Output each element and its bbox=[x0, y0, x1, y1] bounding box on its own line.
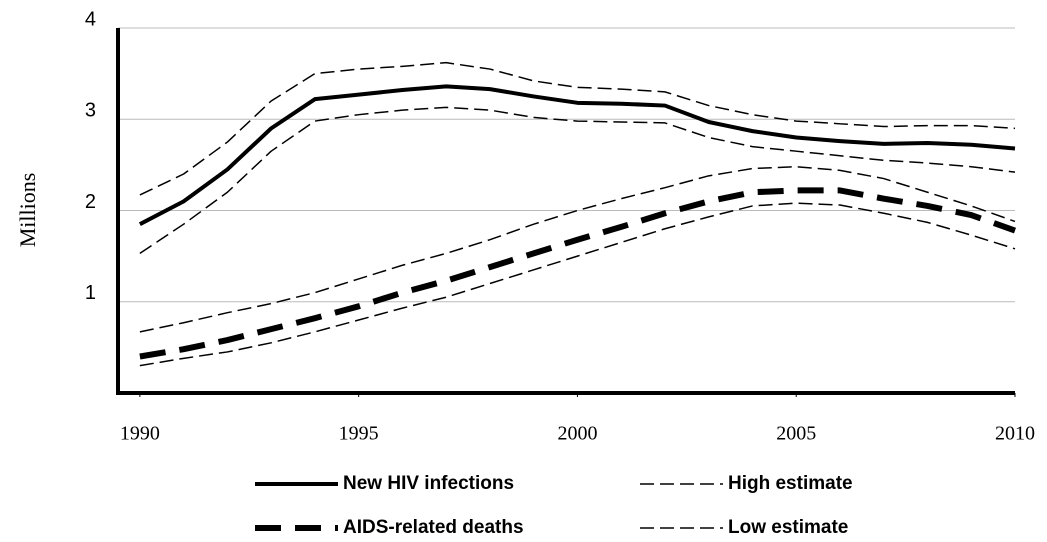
series-line bbox=[138, 84, 1016, 226]
y-tick-label: 2 bbox=[85, 191, 96, 213]
series-line bbox=[139, 106, 1016, 255]
series-line bbox=[139, 202, 1016, 367]
y-tick-label: 4 bbox=[85, 8, 96, 30]
legend-label: New HIV infections bbox=[343, 473, 514, 494]
legend-label: High estimate bbox=[728, 473, 853, 494]
legend-label: Low estimate bbox=[728, 517, 848, 538]
y-tick-label: 3 bbox=[85, 100, 96, 122]
series-line bbox=[139, 165, 1016, 333]
y-tick-label: 1 bbox=[85, 282, 96, 304]
x-tick-label: 2000 bbox=[557, 423, 597, 445]
legend-label: AIDS-related deaths bbox=[343, 517, 524, 538]
x-tick-label: 1990 bbox=[120, 423, 160, 445]
y-axis-label: Millions bbox=[15, 173, 40, 248]
x-tick-label: 2005 bbox=[776, 423, 816, 445]
x-tick-label: 1995 bbox=[339, 423, 379, 445]
series-line bbox=[139, 187, 1017, 360]
x-tick-label: 2010 bbox=[995, 423, 1035, 445]
